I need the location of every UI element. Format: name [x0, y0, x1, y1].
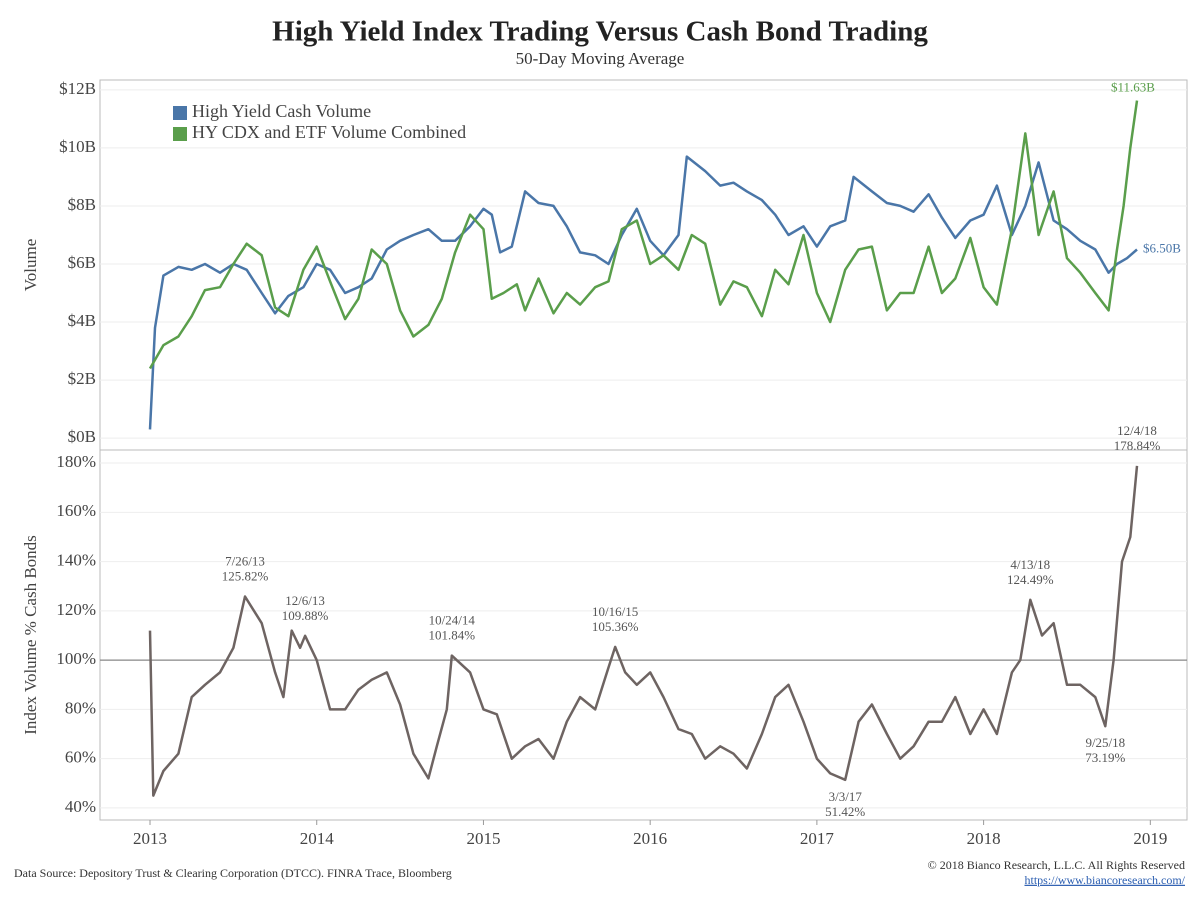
legend-swatch	[173, 127, 187, 141]
y-tick-label: 120%	[56, 600, 96, 619]
annotation-date: 3/3/17	[829, 789, 863, 804]
annotation-date: 12/6/13	[285, 593, 325, 608]
annotation-value: 51.42%	[825, 804, 865, 819]
legend-swatch	[173, 106, 187, 120]
y-axis-title: Index Volume % Cash Bonds	[21, 535, 40, 735]
chart-title: High Yield Index Trading Versus Cash Bon…	[272, 16, 928, 48]
x-tick-label: 2016	[633, 829, 667, 848]
y-tick-label: $6B	[68, 253, 96, 272]
annotation-value: 101.84%	[428, 628, 475, 643]
y-tick-label: 140%	[56, 550, 96, 569]
line-series	[148, 465, 1139, 797]
annotation-value: 125.82%	[222, 569, 269, 584]
y-tick-label: 160%	[56, 501, 96, 520]
y-tick-label: 80%	[65, 698, 96, 717]
annotation-date: 9/25/18	[1085, 735, 1125, 750]
copyright: © 2018 Bianco Research, L.L.C. All Right…	[928, 858, 1185, 872]
y-tick-label: $8B	[68, 195, 96, 214]
y-tick-label: $0B	[68, 427, 96, 446]
y-axis-title: Volume	[21, 239, 40, 292]
x-tick-label: 2018	[967, 829, 1001, 848]
line-series	[148, 155, 1138, 430]
legend-label: HY CDX and ETF Volume Combined	[192, 122, 466, 142]
y-tick-label: 180%	[56, 452, 96, 471]
x-tick-label: 2013	[133, 829, 167, 848]
legend-label: High Yield Cash Volume	[192, 101, 371, 121]
y-tick-label: $2B	[68, 369, 96, 388]
chart-subtitle: 50-Day Moving Average	[516, 49, 685, 68]
line-series	[148, 100, 1139, 370]
y-tick-label: $10B	[59, 137, 96, 156]
x-tick-label: 2019	[1133, 829, 1167, 848]
annotation-date: 10/24/14	[429, 613, 476, 628]
annotation-value: 73.19%	[1085, 750, 1125, 765]
annotation-value: 124.49%	[1007, 572, 1054, 587]
y-tick-label: 100%	[56, 649, 96, 668]
x-tick-label: 2017	[800, 829, 835, 848]
annotation-value: 109.88%	[282, 608, 329, 623]
y-tick-label: 60%	[65, 748, 96, 767]
annotation-value: 178.84%	[1114, 438, 1161, 453]
y-tick-label: $12B	[59, 79, 96, 98]
url[interactable]: https://www.biancoresearch.com/	[1024, 873, 1185, 887]
y-tick-label: 40%	[65, 797, 96, 816]
x-tick-label: 2015	[466, 829, 500, 848]
annotation-date: 12/4/18	[1117, 423, 1157, 438]
annotation-date: 7/26/13	[225, 554, 265, 569]
annotation-date: 10/16/15	[592, 604, 638, 619]
y-tick-label: $4B	[68, 311, 96, 330]
source-note: Data Source: Depository Trust & Clearing…	[14, 866, 452, 880]
annotation-value: 105.36%	[592, 619, 639, 634]
end-label: $11.63B	[1111, 80, 1155, 95]
end-label: $6.50B	[1143, 240, 1181, 255]
annotation-date: 4/13/18	[1010, 557, 1050, 572]
plot-frame	[99, 449, 1188, 821]
x-tick-label: 2014	[300, 829, 335, 848]
